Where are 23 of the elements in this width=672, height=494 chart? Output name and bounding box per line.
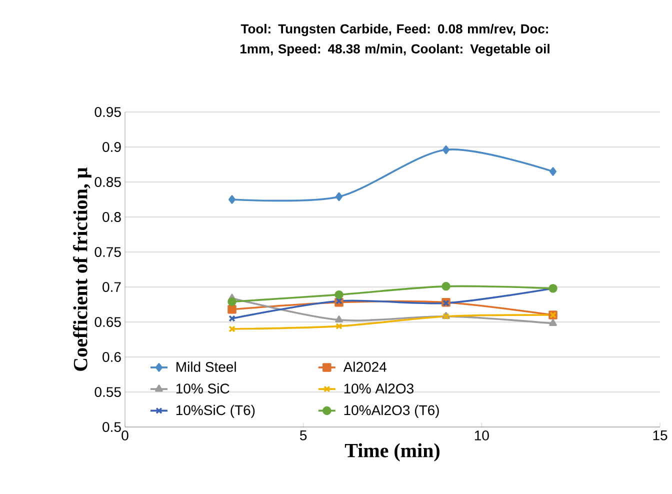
x-tick-label: 0 xyxy=(122,430,128,440)
y-tick-label: 0.95 xyxy=(94,107,121,117)
y-tick-label: 0.75 xyxy=(94,247,121,257)
legend-label: Al2024 xyxy=(343,362,386,372)
y-axis-title: Coefficient of friction, μ xyxy=(73,167,92,371)
y-tick-label: 0.8 xyxy=(102,212,121,222)
legend-label: Mild Steel xyxy=(176,362,236,372)
x-tick-label: 15 xyxy=(653,430,668,440)
y-tick-label: 0.9 xyxy=(102,142,121,152)
legend-label: 10% Al2O3 xyxy=(344,383,414,394)
x-tick-label: 10 xyxy=(474,430,489,440)
y-tick-label: 0.5 xyxy=(102,422,121,432)
legend-label: 10% SiC xyxy=(176,383,230,394)
y-tick-label: 0.7 xyxy=(102,282,121,292)
y-tick-label: 0.55 xyxy=(94,387,121,397)
legend-label: 10%SiC (T6) xyxy=(176,404,255,418)
x-axis-title: Time (min) xyxy=(344,443,440,462)
chart-title: Tool: Tungsten Carbide, Feed: 0.08 mm/rev, Doc: 1mm, Speed: 48.38 m/min, Coolant: Vegetable oil xyxy=(240,24,550,56)
y-tick-label: 0.85 xyxy=(94,177,121,187)
x-tick-label: 5 xyxy=(300,430,307,440)
y-tick-label: 0.6 xyxy=(102,352,121,362)
y-tick-label: 0.65 xyxy=(94,317,121,327)
legend-label: 10%Al2O3 (T6) xyxy=(344,404,439,418)
